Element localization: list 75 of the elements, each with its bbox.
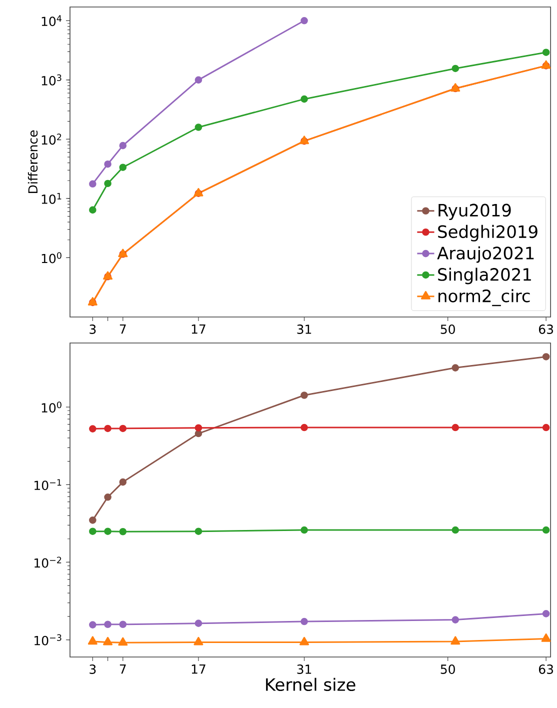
point bbox=[88, 206, 96, 214]
point bbox=[88, 516, 96, 524]
point bbox=[194, 528, 202, 535]
legend-label: Sedghi2019 bbox=[438, 224, 538, 242]
y-tick-label: 10$^{4}$ bbox=[42, 15, 62, 26]
x-tick-label: 7 bbox=[120, 324, 126, 334]
x-tick-label: 3 bbox=[89, 324, 96, 334]
legend-label: Singla2021 bbox=[438, 268, 531, 284]
y-tick-label: 10$^{1}$ bbox=[42, 193, 61, 204]
legend-label: norm2_circ bbox=[438, 289, 530, 306]
point bbox=[119, 528, 126, 536]
point bbox=[450, 636, 460, 645]
x-tick-label: 7 bbox=[120, 664, 126, 674]
point bbox=[194, 620, 202, 627]
point bbox=[300, 424, 308, 432]
point bbox=[102, 636, 112, 646]
point bbox=[104, 494, 112, 501]
point bbox=[299, 636, 309, 646]
point bbox=[104, 160, 112, 168]
point bbox=[88, 528, 96, 535]
y-tick-label: 10$^{−3}$ bbox=[34, 634, 62, 646]
point bbox=[542, 48, 550, 56]
point bbox=[300, 618, 308, 626]
point bbox=[119, 478, 126, 486]
point bbox=[452, 616, 459, 624]
point bbox=[118, 637, 128, 646]
point bbox=[104, 180, 112, 188]
point bbox=[119, 620, 126, 628]
y-axis-title: Difference bbox=[28, 130, 38, 193]
point bbox=[194, 636, 204, 646]
y-tick-label: 10$^{−1}$ bbox=[34, 479, 61, 490]
x-tick-label: 17 bbox=[192, 324, 206, 334]
point bbox=[194, 430, 202, 438]
point bbox=[88, 621, 96, 628]
x-axis-title: Kernel size bbox=[266, 678, 356, 691]
x-tick-label: 63 bbox=[538, 324, 553, 334]
point bbox=[300, 95, 308, 103]
point bbox=[542, 353, 550, 360]
legend-label: Araujo2021 bbox=[436, 246, 534, 263]
point bbox=[542, 526, 550, 534]
point bbox=[452, 424, 459, 432]
y-tick-label: 10$^{0}$ bbox=[42, 402, 62, 413]
point bbox=[542, 610, 550, 618]
point bbox=[452, 526, 459, 534]
point bbox=[300, 17, 308, 24]
point bbox=[88, 636, 98, 645]
point bbox=[119, 142, 126, 150]
point bbox=[88, 425, 96, 432]
point bbox=[194, 124, 202, 131]
point bbox=[542, 424, 550, 432]
y-tick-label: 10$^{3}$ bbox=[42, 74, 62, 86]
point bbox=[194, 424, 202, 432]
point bbox=[452, 364, 459, 372]
x-tick-label: 31 bbox=[297, 664, 311, 674]
point bbox=[104, 424, 112, 432]
point bbox=[104, 528, 112, 535]
y-tick-label: 10$^{−2}$ bbox=[34, 556, 61, 568]
x-tick-label: 63 bbox=[538, 664, 553, 674]
x-tick-label: 50 bbox=[440, 664, 455, 674]
point bbox=[300, 526, 308, 534]
point bbox=[452, 64, 459, 72]
point bbox=[541, 633, 551, 642]
legend-label: Ryu2019 bbox=[438, 204, 511, 220]
y-tick-label: 10$^{2}$ bbox=[42, 134, 61, 145]
point bbox=[104, 620, 112, 628]
x-tick-label: 3 bbox=[89, 664, 96, 674]
point bbox=[119, 164, 126, 171]
x-tick-label: 17 bbox=[192, 664, 206, 674]
point bbox=[88, 180, 96, 188]
point bbox=[119, 424, 126, 432]
point bbox=[300, 392, 308, 399]
y-tick-label: 10$^{0}$ bbox=[42, 252, 62, 264]
point bbox=[194, 76, 202, 84]
x-tick-label: 31 bbox=[297, 324, 311, 334]
x-tick-label: 50 bbox=[440, 324, 455, 334]
